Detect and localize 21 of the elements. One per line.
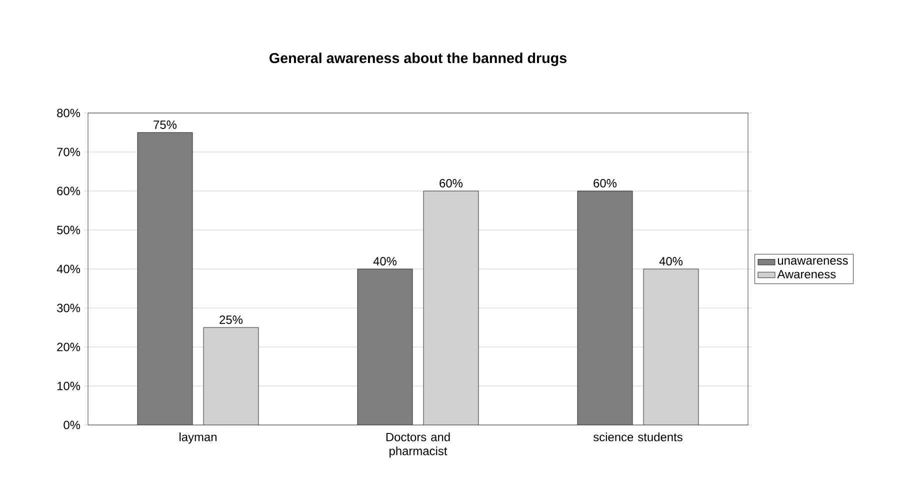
data-label: 75% xyxy=(154,120,177,129)
y-tick-label: 10% xyxy=(57,382,80,390)
data-label: 60% xyxy=(594,179,617,188)
legend-label: Awareness xyxy=(777,270,836,278)
data-label: 40% xyxy=(659,257,683,266)
x-tick-label: layman xyxy=(180,432,216,444)
y-tick-label: 50% xyxy=(57,226,80,234)
data-label: 60% xyxy=(440,179,463,188)
x-tick-label: science students xyxy=(593,432,682,442)
data-label: 40% xyxy=(373,257,397,266)
x-tick-label: Doctors and pharmacist xyxy=(386,432,450,458)
y-tick-label: 30% xyxy=(57,304,80,312)
y-tick-label: 60% xyxy=(57,186,80,196)
y-tick-label: 70% xyxy=(57,148,80,156)
data-label: 25% xyxy=(220,316,243,324)
y-tick-label: 80% xyxy=(57,108,80,118)
y-tick-label: 0% xyxy=(64,420,80,430)
y-tick-label: 40% xyxy=(56,264,80,274)
chart-title: General awareness about the banned drugs xyxy=(270,52,566,66)
legend-label: unawareness xyxy=(778,258,848,265)
y-tick-label: 20% xyxy=(57,342,80,352)
